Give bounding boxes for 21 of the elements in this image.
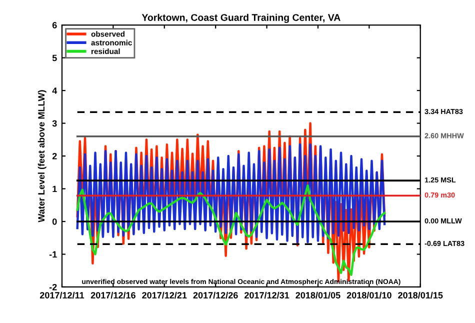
y-tick-label: 0	[52, 218, 57, 225]
x-tick-label: 2018/01/05	[296, 292, 340, 299]
y-tick-label: 4	[52, 88, 58, 94]
x-tick-label: 2018/01/15	[398, 292, 443, 299]
x-tick-label: 2017/12/11	[40, 292, 84, 299]
x-tick-label: 2017/12/21	[142, 292, 187, 299]
line-series	[76, 143, 386, 244]
chart-title: Yorktown, Coast Guard Training Center, VA	[142, 14, 340, 23]
y-tick-label: 1	[52, 186, 57, 192]
y-tick-label: 5	[52, 54, 57, 62]
x-tick-label: 2018/01/10	[346, 292, 392, 299]
y-tick-label: 6	[52, 22, 57, 28]
y-tick-label: 3	[52, 120, 57, 127]
x-tick-label: 2017/12/31	[244, 292, 290, 299]
y-tick-label: -2	[49, 284, 57, 290]
y-tick-label: 2	[52, 152, 57, 160]
x-tick-label: 2017/12/26	[193, 292, 238, 299]
y-tick-label: -1	[49, 251, 57, 258]
x-tick-label: 2017/12/16	[90, 292, 136, 299]
y-axis-title: Water Level (feet above MLLW)	[38, 90, 46, 222]
line-series	[76, 184, 386, 276]
